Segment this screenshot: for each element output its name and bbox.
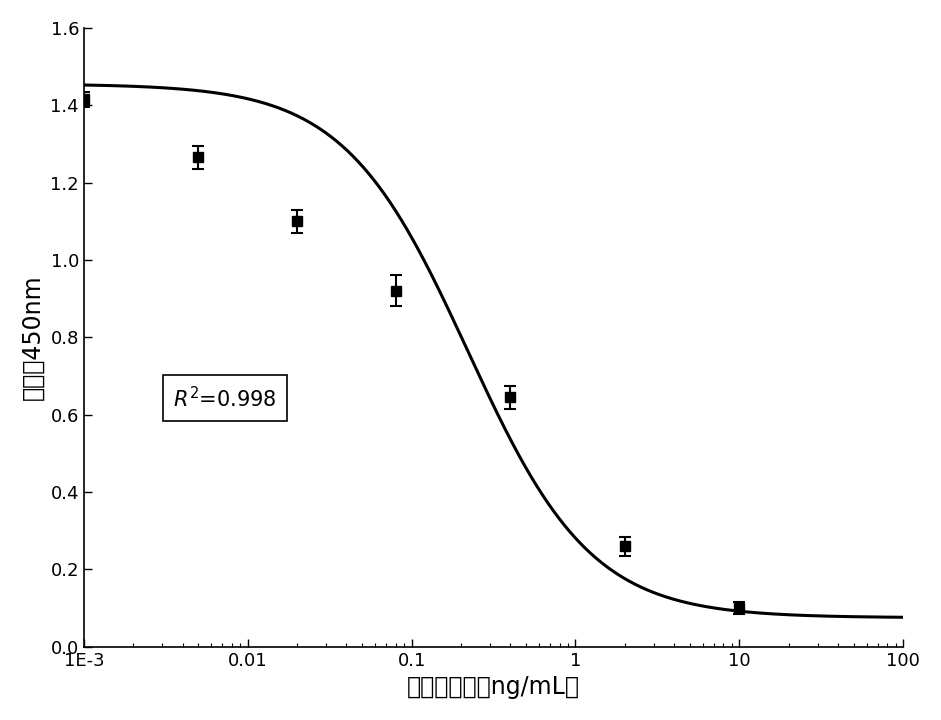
X-axis label: 戊唑醇浓度（ng/mL）: 戊唑醇浓度（ng/mL） [407, 675, 580, 699]
Text: $R^2$=0.998: $R^2$=0.998 [173, 386, 277, 411]
Y-axis label: 吸光值450nm: 吸光值450nm [21, 274, 45, 400]
